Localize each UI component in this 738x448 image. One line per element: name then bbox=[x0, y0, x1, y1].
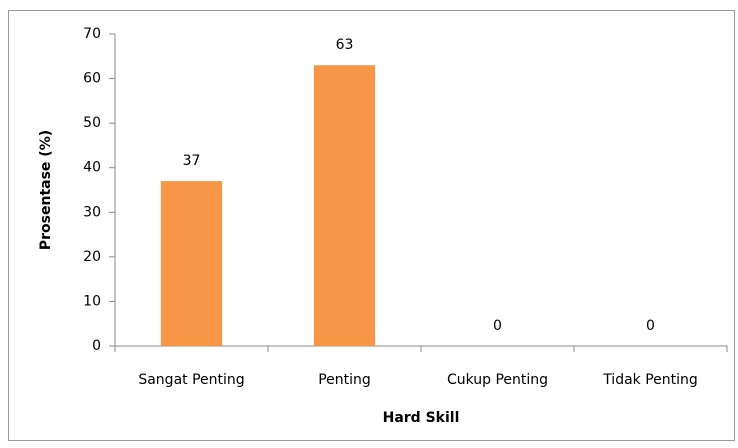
bar bbox=[313, 65, 376, 346]
y-tick-label: 50 bbox=[83, 115, 101, 131]
data-label: 0 bbox=[493, 318, 502, 334]
y-tick-label: 60 bbox=[83, 71, 101, 87]
bar bbox=[160, 181, 223, 346]
y-tick-label: 40 bbox=[83, 160, 101, 176]
x-tick-label: Penting bbox=[318, 372, 371, 388]
y-tick-label: 0 bbox=[92, 338, 101, 354]
y-tick-label: 30 bbox=[83, 204, 101, 220]
x-tick-label: Tidak Penting bbox=[602, 372, 698, 388]
x-axis-label: Hard Skill bbox=[383, 410, 460, 426]
x-tick-label: Cukup Penting bbox=[447, 372, 548, 388]
data-label: 37 bbox=[183, 153, 201, 169]
y-axis-label: Prosentase (%) bbox=[38, 130, 54, 250]
data-label: 63 bbox=[336, 37, 354, 53]
y-tick-label: 20 bbox=[83, 249, 101, 265]
y-tick-label: 10 bbox=[83, 293, 101, 309]
y-tick-label: 70 bbox=[83, 26, 101, 42]
x-tick-label: Sangat Penting bbox=[138, 372, 244, 388]
data-label: 0 bbox=[646, 318, 655, 334]
